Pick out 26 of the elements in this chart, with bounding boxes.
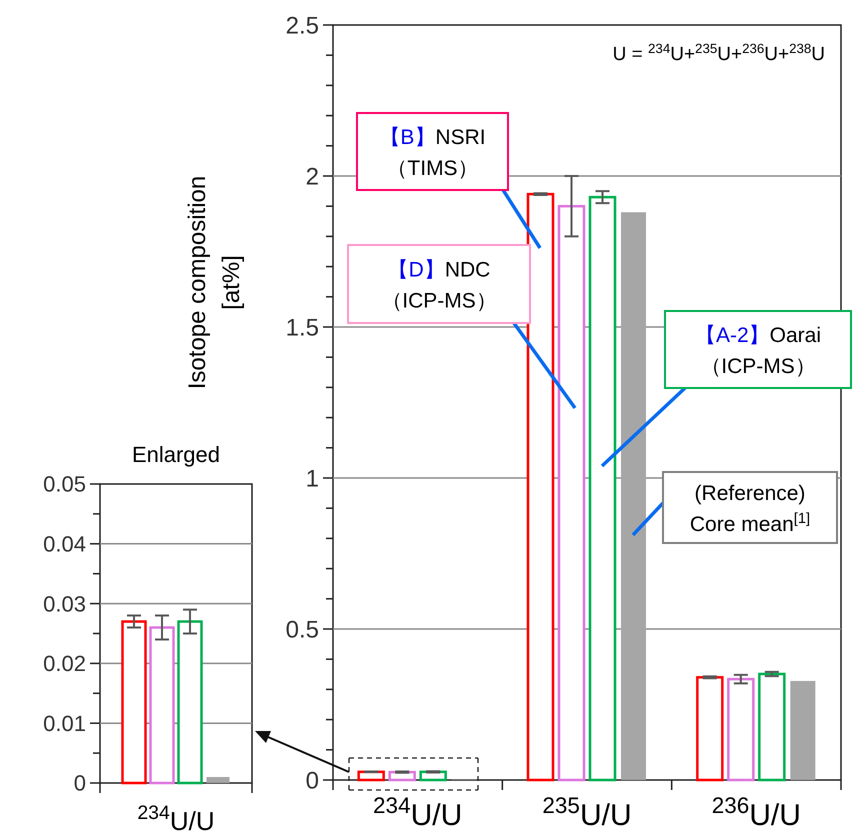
y-tick-label: 2 xyxy=(306,163,319,190)
bar xyxy=(790,680,816,780)
x-tick-label: $^{234}$U/U xyxy=(137,802,215,836)
y-tick-label: 0.05 xyxy=(43,472,86,497)
y-tick-label: 0.02 xyxy=(43,651,86,676)
text: (Reference) Core mean$^{[1]}$ xyxy=(690,482,810,536)
y-tick-label: 1.5 xyxy=(286,314,319,342)
bar xyxy=(206,777,230,783)
y-tick-label: 0.03 xyxy=(43,591,86,616)
y-tick-label: 0 xyxy=(74,770,86,796)
x-tick-label: $^{236}$U/U xyxy=(712,792,801,832)
y-tick-label: 2.5 xyxy=(286,12,319,40)
y-tick-label: 0.01 xyxy=(43,710,86,736)
text: 【A-2】Oarai （ICP-MS） xyxy=(694,324,822,378)
x-tick-label: $^{234}$U/U xyxy=(373,792,462,832)
chart-title: Enlarged xyxy=(132,442,220,467)
text: 【B】NSRI （TIMS） xyxy=(379,126,486,180)
y-tick-label: 1 xyxy=(306,465,319,492)
y-tick-label: 0 xyxy=(306,767,319,794)
y-tick-label: 0.5 xyxy=(286,616,319,644)
bar xyxy=(621,212,646,780)
x-tick-label: $^{235}$U/U xyxy=(542,792,632,832)
y-tick-label: 0.04 xyxy=(43,532,86,556)
y-axis-title: Isotope composition [at%] xyxy=(184,176,245,390)
text: 【D】NDC （ICP-MS） xyxy=(381,258,497,312)
text: U = $^{234}$U+$^{235}$U+$^{236}$U+$^{238}$U xyxy=(612,40,825,65)
